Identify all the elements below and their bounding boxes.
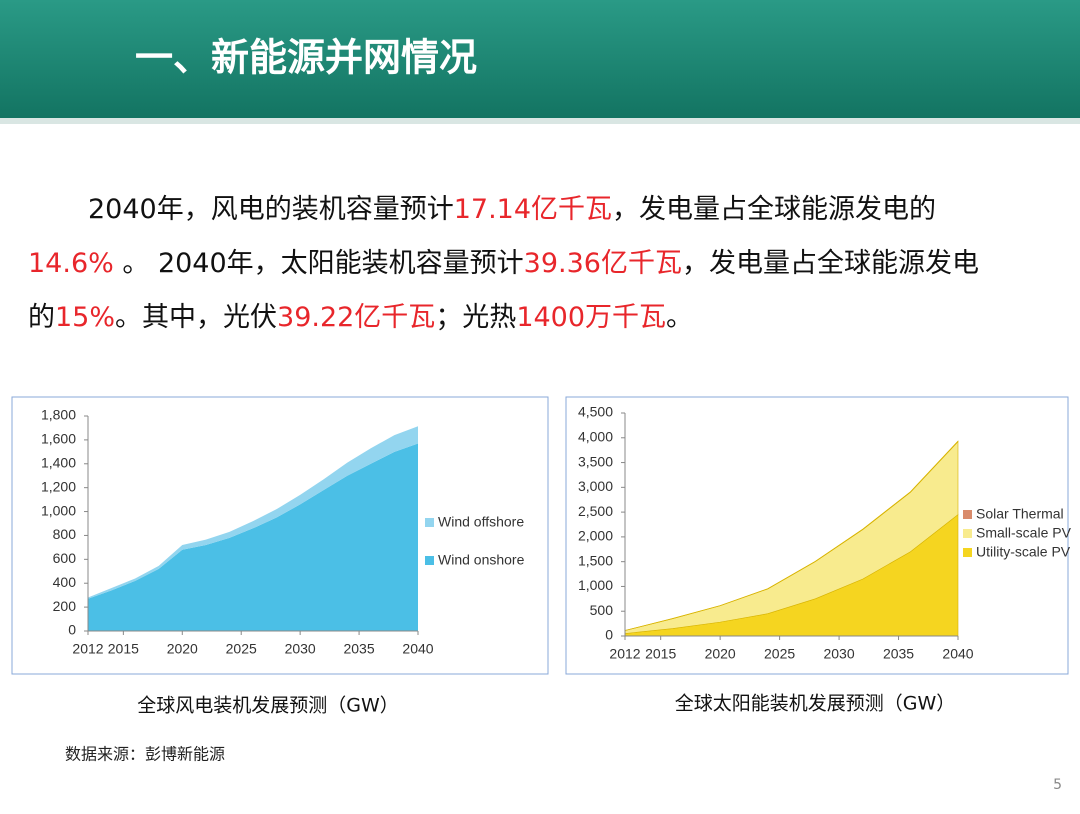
header-shadow — [0, 118, 1080, 124]
y-tick-label: 500 — [590, 602, 614, 618]
source-note: 数据来源：彭博新能源 — [65, 745, 225, 764]
y-tick-label: 1,000 — [578, 577, 613, 593]
x-tick-label: 2015 — [108, 641, 139, 657]
x-tick-label: 2025 — [764, 646, 795, 662]
y-tick-label: 1,000 — [41, 502, 76, 518]
y-tick-label: 2,500 — [578, 503, 613, 519]
text-run: 17.14亿千瓦 — [454, 194, 612, 225]
legend-label: Wind offshore — [438, 514, 524, 530]
y-tick-label: 4,500 — [578, 404, 613, 420]
x-tick-label: 2040 — [402, 641, 433, 657]
text-run: ，发电量占全球能源发电 — [682, 248, 979, 279]
y-tick-label: 400 — [53, 574, 77, 590]
y-tick-label: 1,400 — [41, 454, 76, 470]
text-run: 39.22亿千瓦 — [277, 302, 435, 333]
area — [88, 443, 418, 631]
area — [88, 426, 418, 599]
legend-label: Wind onshore — [438, 552, 525, 568]
x-tick-label: 2040 — [942, 646, 973, 662]
legend-swatch — [963, 529, 972, 538]
legend-swatch — [963, 510, 972, 519]
y-tick-label: 1,500 — [578, 552, 613, 568]
text-run: 1400万千瓦 — [516, 302, 666, 333]
text-run: 的 — [28, 302, 55, 333]
x-tick-label: 2025 — [226, 641, 257, 657]
body-line: 14.6% 。 2040年，太阳能装机容量预计39.36亿千瓦，发电量占全球能源… — [28, 248, 979, 279]
x-tick-label: 2035 — [343, 641, 374, 657]
area — [624, 440, 959, 631]
chart-caption: 全球风电装机发展预测（GW） — [137, 695, 399, 717]
legend-label: Utility-scale PV — [976, 544, 1071, 560]
legend-swatch — [425, 518, 434, 527]
text-run: ，发电量占全球能源发电的 — [612, 194, 936, 225]
x-tick-label: 2012 — [609, 646, 640, 662]
y-tick-label: 3,500 — [578, 453, 613, 469]
text-run: 15% — [55, 302, 115, 333]
y-tick-label: 4,000 — [578, 428, 613, 444]
text-run: 。 — [666, 302, 693, 333]
y-tick-label: 0 — [68, 622, 76, 638]
y-tick-label: 0 — [605, 627, 613, 643]
y-tick-label: 1,600 — [41, 431, 76, 447]
text-run: 39.36亿千瓦 — [524, 248, 682, 279]
x-tick-label: 2020 — [705, 646, 736, 662]
text-run: 。 2040年，太阳能装机容量预计 — [114, 248, 524, 279]
y-tick-label: 600 — [53, 550, 77, 566]
legend-swatch — [425, 556, 434, 565]
text-run: 。其中，光伏 — [115, 302, 277, 333]
x-tick-label: 2015 — [645, 646, 676, 662]
y-tick-label: 800 — [53, 526, 77, 542]
legend-swatch — [963, 548, 972, 557]
x-tick-label: 2030 — [823, 646, 854, 662]
y-tick-label: 200 — [53, 598, 77, 614]
header-band — [0, 0, 1080, 118]
chart-caption: 全球太阳能装机发展预测（GW） — [675, 693, 956, 715]
x-tick-label: 2020 — [167, 641, 198, 657]
x-tick-label: 2030 — [285, 641, 316, 657]
y-tick-label: 1,200 — [41, 478, 76, 494]
y-tick-label: 3,000 — [578, 478, 613, 494]
legend-label: Solar Thermal — [976, 506, 1064, 522]
text-run: 2040年，风电的装机容量预计 — [88, 194, 454, 225]
body-line: 2040年，风电的装机容量预计17.14亿千瓦，发电量占全球能源发电的 — [88, 194, 936, 225]
text-run: ；光热 — [435, 302, 516, 333]
slide-title: 一、新能源并网情况 — [135, 36, 477, 80]
y-tick-label: 2,000 — [578, 528, 613, 544]
text-run: 14.6% — [28, 248, 114, 279]
x-tick-label: 2035 — [883, 646, 914, 662]
legend-label: Small-scale PV — [976, 525, 1072, 541]
y-tick-label: 1,800 — [41, 407, 76, 423]
page-number: 5 — [1053, 777, 1062, 793]
body-line: 的15%。其中，光伏39.22亿千瓦；光热1400万千瓦。 — [28, 302, 693, 333]
x-tick-label: 2012 — [72, 641, 103, 657]
